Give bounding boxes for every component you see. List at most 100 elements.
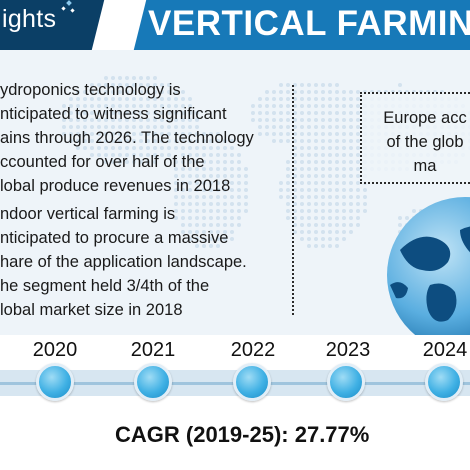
map-dot <box>321 104 325 108</box>
map-dot <box>181 216 185 220</box>
map-dot <box>174 139 178 143</box>
map-dot <box>321 118 325 122</box>
map-dot <box>76 132 80 136</box>
map-dot <box>76 125 80 129</box>
map-dot <box>195 216 199 220</box>
year-label: 2020 <box>32 339 78 361</box>
map-dot <box>83 90 87 94</box>
map-dot <box>125 160 129 164</box>
map-dot <box>223 167 227 171</box>
map-dot <box>321 223 325 227</box>
map-dot <box>237 174 241 178</box>
map-dot <box>132 160 136 164</box>
map-dot <box>69 111 73 115</box>
map-dot <box>342 132 346 136</box>
map-dot <box>286 90 290 94</box>
map-dot <box>181 202 185 206</box>
map-dot <box>146 146 150 150</box>
map-dot <box>167 125 171 129</box>
map-dot <box>160 104 164 108</box>
map-dot <box>335 181 339 185</box>
map-dot <box>258 111 262 115</box>
map-dot <box>125 104 129 108</box>
map-dot <box>321 174 325 178</box>
map-dot <box>216 209 220 213</box>
map-dot <box>160 90 164 94</box>
map-dot <box>237 202 241 206</box>
map-dot <box>300 195 304 199</box>
map-dot <box>188 111 192 115</box>
map-dot <box>223 146 227 150</box>
map-dot <box>328 167 332 171</box>
map-dot <box>342 230 346 234</box>
callout-line: ma <box>413 157 437 175</box>
map-dot <box>321 125 325 129</box>
map-dot <box>307 195 311 199</box>
map-dot <box>321 244 325 248</box>
map-dot <box>209 202 213 206</box>
map-dot <box>321 230 325 234</box>
map-dot <box>132 90 136 94</box>
map-dot <box>111 160 115 164</box>
map-dot <box>356 132 360 136</box>
map-dot <box>314 111 318 115</box>
map-dot <box>174 167 178 171</box>
map-dot <box>307 216 311 220</box>
map-dot <box>216 188 220 192</box>
map-dot <box>335 202 339 206</box>
map-dot <box>244 174 248 178</box>
map-dot <box>293 230 297 234</box>
map-dot <box>328 209 332 213</box>
map-dot <box>286 188 290 192</box>
map-dot <box>209 167 213 171</box>
map-dot <box>83 146 87 150</box>
map-dot <box>335 167 339 171</box>
map-dot <box>104 104 108 108</box>
map-dot <box>139 132 143 136</box>
map-dot <box>328 188 332 192</box>
map-dot <box>328 223 332 227</box>
map-dot <box>314 90 318 94</box>
map-dot <box>265 111 269 115</box>
map-dot <box>111 139 115 143</box>
map-dot <box>125 132 129 136</box>
map-dot <box>202 244 206 248</box>
map-dot <box>174 97 178 101</box>
map-dot <box>104 139 108 143</box>
map-dot <box>342 237 346 241</box>
map-dot <box>272 104 276 108</box>
map-dot <box>223 174 227 178</box>
map-dot <box>125 125 129 129</box>
brand-logo: ights <box>0 0 112 50</box>
map-dot <box>195 174 199 178</box>
map-dot <box>132 146 136 150</box>
map-dot <box>188 160 192 164</box>
map-dot <box>118 125 122 129</box>
map-dot <box>195 132 199 136</box>
map-dot <box>307 153 311 157</box>
map-dot <box>314 139 318 143</box>
map-dot <box>62 104 66 108</box>
map-dot <box>244 188 248 192</box>
map-dot <box>139 104 143 108</box>
map-dot <box>286 181 290 185</box>
map-dot <box>174 132 178 136</box>
map-dot <box>97 83 101 87</box>
cagr-text: CAGR (2019-25): 27.77% <box>115 422 370 447</box>
map-dot <box>293 125 297 129</box>
map-dot <box>356 167 360 171</box>
map-dot <box>342 202 346 206</box>
map-dot <box>181 174 185 178</box>
map-dot <box>195 167 199 171</box>
map-dot <box>293 90 297 94</box>
map-dot <box>104 97 108 101</box>
map-dot <box>335 244 339 248</box>
map-dot <box>307 188 311 192</box>
map-dot <box>195 111 199 115</box>
map-dot <box>335 223 339 227</box>
map-dot <box>286 174 290 178</box>
map-dot <box>202 146 206 150</box>
map-dot <box>349 90 353 94</box>
map-dot <box>216 174 220 178</box>
map-dot <box>195 153 199 157</box>
